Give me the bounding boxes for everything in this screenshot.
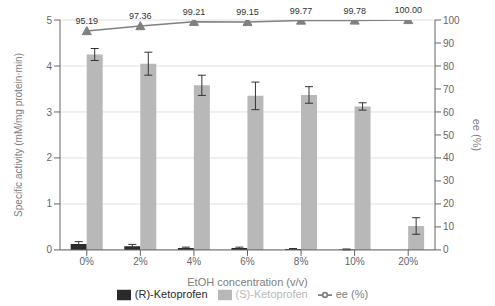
svg-text:20: 20 [443,198,455,209]
svg-text:100: 100 [443,15,460,26]
svg-text:6%: 6% [240,256,255,267]
svg-text:50: 50 [443,130,455,141]
html-text:(S)-Ketoprofen: (S)-Ketoprofen [235,287,308,300]
svg-text:2: 2 [46,152,52,163]
svg-text:8%: 8% [294,256,309,267]
html-text:ee (%): ee (%) [335,287,369,300]
svg-text:1: 1 [46,198,52,209]
svg-text:99.78: 99.78 [343,6,366,16]
svg-text:5: 5 [46,15,52,26]
svg-text:97.36: 97.36 [129,11,152,21]
svg-text:95.19: 95.19 [76,16,99,26]
svg-text:0: 0 [46,244,52,255]
svg-text:99.15: 99.15 [236,7,259,17]
svg-text:100.00: 100.00 [394,5,422,15]
svg-text:EtOH concentration (v/v): EtOH concentration (v/v) [187,276,307,288]
svg-text:ee (%): ee (%) [471,119,483,151]
html-text:(R)-Ketoprofen: (R)-Ketoprofen [134,287,208,300]
svg-text:40: 40 [443,152,455,163]
svg-text:3: 3 [46,107,52,118]
svg-text:0: 0 [443,244,449,255]
svg-text:4%: 4% [187,256,202,267]
svg-text:10: 10 [443,221,455,232]
svg-text:60: 60 [443,107,455,118]
svg-text:10%: 10% [345,256,365,267]
svg-text:20%: 20% [398,256,418,267]
svg-text:4: 4 [46,61,52,72]
svg-text:90: 90 [443,38,455,49]
svg-text:Specific activity (mM/mg prote: Specific activity (mM/mg protein·min) [13,53,24,217]
svg-text:0%: 0% [80,256,95,267]
svg-text:80: 80 [443,61,455,72]
svg-text:2%: 2% [133,256,148,267]
svg-text:99.21: 99.21 [183,7,206,17]
svg-text:99.77: 99.77 [290,6,313,16]
svg-text:70: 70 [443,84,455,95]
svg-text:30: 30 [443,175,455,186]
